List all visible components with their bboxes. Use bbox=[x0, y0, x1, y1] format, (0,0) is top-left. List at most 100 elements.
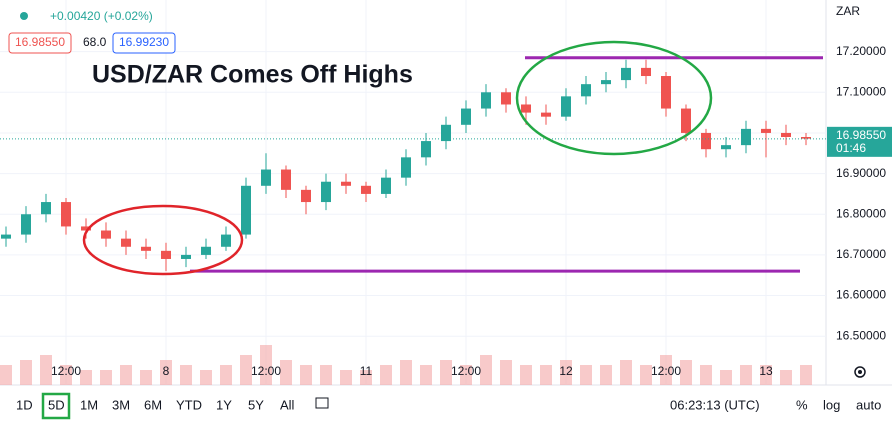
volume-bar bbox=[100, 370, 112, 385]
candle-body bbox=[801, 137, 811, 139]
volume-bar bbox=[40, 355, 52, 385]
volume-bar bbox=[700, 365, 712, 385]
scale-option[interactable]: log bbox=[823, 397, 840, 412]
range-button[interactable]: 5Y bbox=[248, 397, 264, 412]
candle-body bbox=[681, 108, 691, 133]
volume-bar bbox=[300, 365, 312, 385]
candle-body bbox=[121, 238, 131, 247]
x-tick-label: 12:00 bbox=[251, 364, 281, 378]
ask: 16.99230 bbox=[119, 35, 169, 49]
candle-body bbox=[401, 157, 411, 178]
candle-body bbox=[481, 92, 491, 109]
volume-bar bbox=[360, 370, 372, 385]
range-button[interactable]: 3M bbox=[112, 397, 130, 412]
candle-body bbox=[341, 181, 351, 186]
toolbar: 1D 5D 1M 3M 6M YTD 1Y 5Y All% log auto bbox=[16, 392, 881, 420]
candle-body bbox=[721, 145, 731, 150]
currency: ZAR bbox=[836, 4, 860, 18]
y-tick-label: 16.60000 bbox=[836, 288, 886, 302]
candle-body bbox=[701, 132, 711, 150]
candle-body bbox=[741, 128, 751, 146]
scale-option[interactable]: % bbox=[796, 397, 808, 412]
volume-bar bbox=[480, 355, 492, 385]
active-range-box bbox=[41, 392, 71, 420]
candle-body bbox=[541, 112, 551, 117]
range-button[interactable]: YTD bbox=[176, 397, 202, 412]
highlight-ellipse bbox=[82, 204, 244, 276]
candle-body bbox=[561, 96, 571, 117]
highlight-ellipse bbox=[515, 40, 713, 156]
y-tick-label: 16.50000 bbox=[836, 328, 886, 342]
volume-bar bbox=[280, 360, 292, 385]
ask-box bbox=[112, 32, 176, 54]
candle-body bbox=[261, 169, 271, 186]
candle-body bbox=[381, 177, 391, 194]
scale-option[interactable]: auto bbox=[856, 397, 881, 412]
grid bbox=[0, 0, 826, 385]
range-button[interactable]: 1D bbox=[16, 397, 33, 412]
volume-bar bbox=[580, 365, 592, 385]
x-tick-label: 8 bbox=[163, 364, 170, 378]
volume-bar bbox=[380, 365, 392, 385]
volume-bar bbox=[720, 370, 732, 385]
candle-body bbox=[321, 181, 331, 203]
spread: 68.0 bbox=[83, 35, 107, 49]
candle-body bbox=[761, 128, 771, 133]
candle-body bbox=[221, 234, 231, 247]
range-button[interactable]: All bbox=[280, 397, 295, 412]
volume-bar bbox=[600, 365, 612, 385]
volume-bar bbox=[440, 360, 452, 385]
overlays bbox=[0, 56, 826, 273]
range-button[interactable]: 1M bbox=[80, 397, 98, 412]
candle-body bbox=[241, 185, 251, 235]
candle-body bbox=[21, 214, 31, 235]
volume-bar bbox=[740, 365, 752, 385]
candle-body bbox=[581, 84, 591, 97]
volume-bar bbox=[140, 370, 152, 385]
volume-bar bbox=[0, 365, 13, 385]
y-tick-label: 17.10000 bbox=[836, 84, 886, 98]
volume-bar bbox=[120, 365, 132, 385]
bid-box bbox=[8, 32, 72, 54]
settings-icon[interactable] bbox=[854, 366, 866, 378]
compare-icon[interactable] bbox=[315, 397, 329, 409]
candle-body bbox=[161, 250, 171, 259]
candle-body bbox=[601, 80, 611, 85]
y-tick-label: 16.90000 bbox=[836, 166, 886, 180]
candle-body bbox=[501, 92, 511, 105]
volume-bar bbox=[520, 365, 532, 385]
volume-bar bbox=[160, 360, 172, 385]
volume-bar bbox=[540, 365, 552, 385]
candle-body bbox=[181, 254, 191, 259]
volume bbox=[0, 345, 812, 385]
volume-bar bbox=[20, 360, 32, 385]
candle-body bbox=[141, 246, 151, 251]
volume-bar bbox=[460, 365, 472, 385]
candles bbox=[1, 59, 811, 272]
volume-bar bbox=[780, 370, 792, 385]
volume-bar bbox=[340, 370, 352, 385]
candle-body bbox=[361, 185, 371, 194]
candle-body bbox=[661, 76, 671, 109]
candle-body bbox=[521, 104, 531, 113]
x-tick-label: 11 bbox=[360, 364, 373, 378]
volume-bar bbox=[240, 355, 252, 385]
x-tick-label: 12:00 bbox=[51, 364, 81, 378]
volume-bar bbox=[400, 360, 412, 385]
change: +0.00420 (+0.02%) bbox=[50, 9, 153, 23]
volume-bar bbox=[80, 370, 92, 385]
candle-body bbox=[441, 124, 451, 142]
candle-body bbox=[61, 202, 71, 227]
x-tick-label: 12 bbox=[559, 364, 573, 378]
x-tick-label: 12:00 bbox=[451, 364, 481, 378]
volume-bar bbox=[560, 360, 572, 385]
volume-bar bbox=[420, 365, 432, 385]
range-button[interactable]: 1Y bbox=[216, 397, 232, 412]
range-button[interactable]: 6M bbox=[144, 397, 162, 412]
range-button[interactable]: 5D bbox=[48, 397, 65, 412]
volume-bar bbox=[640, 365, 652, 385]
volume-bar bbox=[500, 360, 512, 385]
